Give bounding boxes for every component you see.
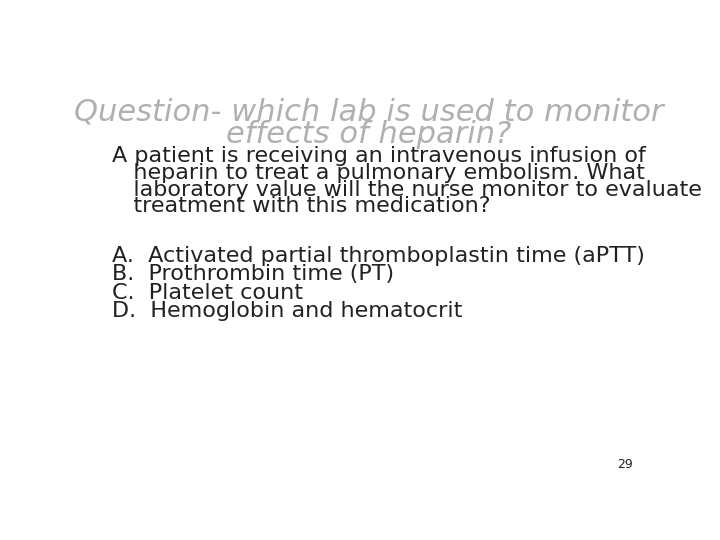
Text: C.  Platelet count: C. Platelet count <box>112 283 302 303</box>
Text: treatment with this medication?: treatment with this medication? <box>112 197 490 217</box>
Text: A patient is receiving an intravenous infusion of: A patient is receiving an intravenous in… <box>112 146 646 166</box>
Text: Question- which lab is used to monitor: Question- which lab is used to monitor <box>74 97 664 126</box>
Text: 29: 29 <box>617 458 632 471</box>
Text: D.  Hemoglobin and hematocrit: D. Hemoglobin and hematocrit <box>112 301 462 321</box>
Text: laboratory value will the nurse monitor to evaluate: laboratory value will the nurse monitor … <box>112 179 701 200</box>
Text: heparin to treat a pulmonary embolism. What: heparin to treat a pulmonary embolism. W… <box>112 163 644 183</box>
Text: A.  Activated partial thromboplastin time (aPTT): A. Activated partial thromboplastin time… <box>112 246 644 266</box>
Text: effects of heparin?: effects of heparin? <box>226 120 512 149</box>
Text: B.  Prothrombin time (PT): B. Prothrombin time (PT) <box>112 264 394 284</box>
